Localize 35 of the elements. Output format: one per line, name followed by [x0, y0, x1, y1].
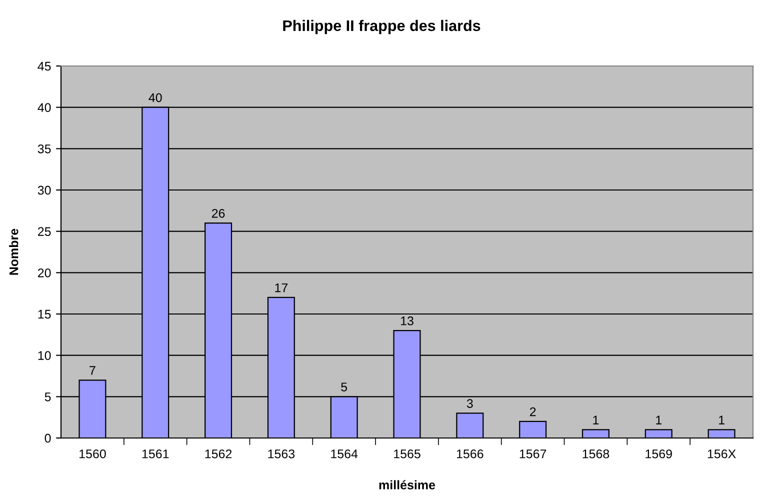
data-label: 2: [530, 407, 536, 416]
x-tick-label: 1567: [520, 449, 546, 458]
y-tick-label: 45: [38, 62, 51, 71]
y-tick-label: 5: [44, 392, 51, 402]
y-tick-label: 35: [38, 144, 51, 154]
data-label: 13: [401, 316, 414, 326]
y-tick-label: 15: [38, 310, 51, 319]
data-label: 1: [593, 416, 599, 424]
data-label: 1: [719, 416, 724, 424]
x-tick-label: 1565: [394, 449, 420, 458]
x-tick-label: 1562: [205, 449, 232, 458]
x-tick-label: 1568: [582, 449, 610, 458]
y-tick-label: 0: [44, 434, 51, 443]
x-axis-title: millésime: [379, 480, 436, 490]
y-axis-title: Nombre: [9, 228, 18, 275]
data-label: 40: [148, 93, 162, 102]
y-tick-label: 40: [38, 103, 51, 112]
y-tick-label: 30: [38, 186, 51, 195]
y-tick-label: 20: [38, 268, 51, 278]
data-label: 5: [341, 382, 348, 392]
x-tick-label: 156X: [708, 449, 736, 458]
x-tick-label: 1566: [456, 449, 484, 458]
data-label: 26: [212, 208, 225, 218]
x-tick-label: 1561: [142, 449, 169, 458]
y-tick-label: 10: [38, 351, 51, 360]
chart-title: Philippe II frappe des liards: [283, 20, 480, 34]
data-label: 3: [466, 399, 473, 408]
data-label: 1: [656, 416, 662, 424]
data-label: 17: [275, 283, 288, 292]
x-tick-label: 1564: [331, 449, 358, 458]
x-tick-label: 1563: [268, 449, 295, 458]
x-tick-label: 1560: [80, 449, 106, 458]
data-label: 7: [90, 366, 96, 375]
y-tick-label: 25: [38, 227, 51, 236]
x-tick-label: 1569: [646, 449, 672, 458]
